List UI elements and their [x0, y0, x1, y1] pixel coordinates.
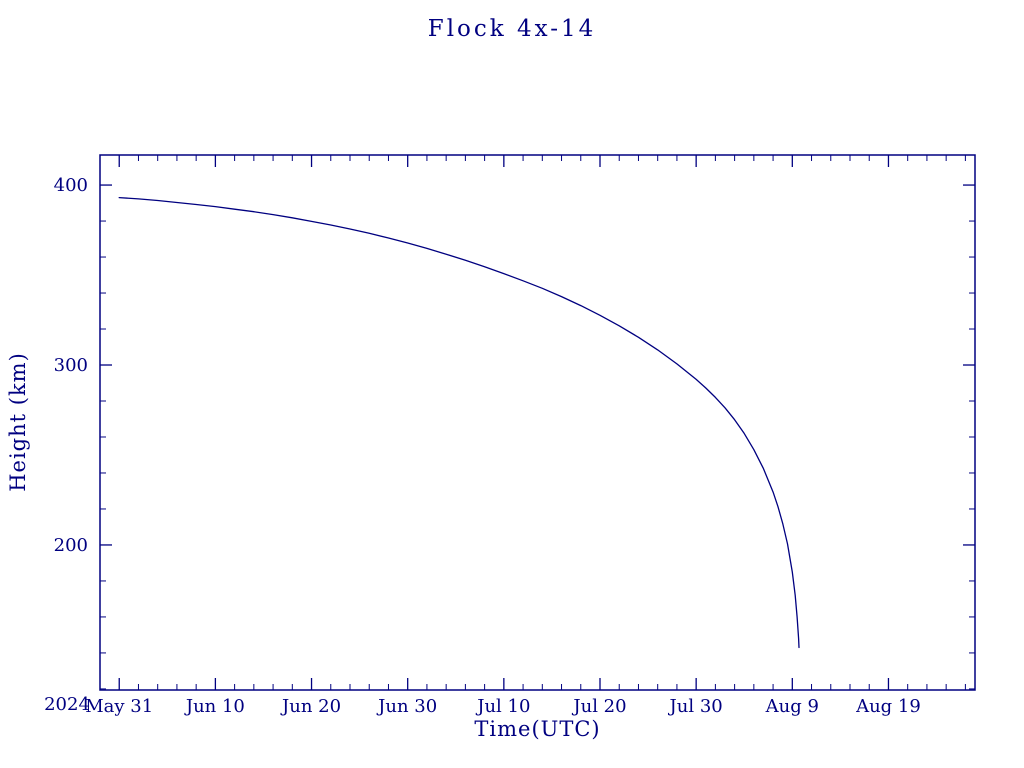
x-axis-year-label: 2024 [44, 694, 90, 715]
y-tick-label: 200 [54, 535, 88, 556]
x-tick-label: Jun 30 [376, 696, 437, 717]
y-axis-title: Height (km) [6, 352, 30, 492]
height-decay-line [118, 196, 800, 649]
chart-title: Flock 4x-14 [427, 16, 597, 42]
x-tick-label: Jul 10 [475, 696, 530, 717]
x-axis-title: Time(UTC) [474, 717, 601, 741]
x-tick-label: Aug 9 [765, 696, 819, 717]
y-tick-label: 400 [54, 175, 88, 196]
x-tick-label: May 31 [85, 696, 153, 717]
x-tick-label: Jun 20 [280, 696, 341, 717]
x-tick-label: Jul 30 [668, 696, 723, 717]
y-tick-label: 300 [54, 355, 88, 376]
x-tick-label: Aug 19 [855, 696, 921, 717]
x-tick-label: Jul 20 [571, 696, 626, 717]
x-tick-label: Jun 10 [184, 696, 245, 717]
plot-frame [99, 154, 976, 691]
